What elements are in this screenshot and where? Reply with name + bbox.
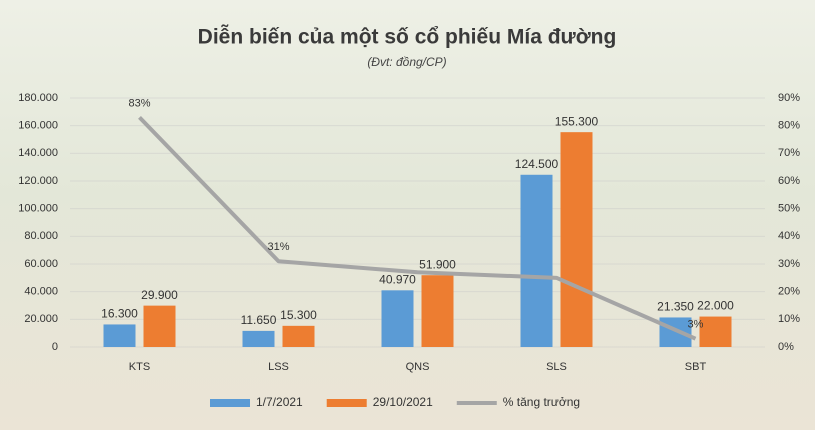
legend-swatch: [210, 399, 250, 407]
bar: [242, 330, 275, 347]
bar: [520, 174, 553, 347]
y-tick-label: 180.000: [18, 92, 58, 104]
bar: [143, 305, 176, 347]
y2-tick-label: 90%: [778, 92, 800, 104]
y2-tick-label: 10%: [778, 313, 800, 325]
y2-tick-label: 60%: [778, 175, 800, 187]
y-tick-label: 120.000: [18, 175, 58, 187]
y2-tick-label: 20%: [778, 286, 800, 298]
legend-label: 29/10/2021: [373, 395, 433, 409]
legend-label: 1/7/2021: [256, 395, 303, 409]
y2-tick-label: 80%: [778, 120, 800, 132]
x-tick-label: QNS: [406, 361, 430, 373]
bar: [699, 316, 732, 347]
data-label: 124.500: [515, 157, 559, 171]
y-tick-label: 20.000: [24, 313, 58, 325]
bar: [103, 324, 136, 347]
bar: [421, 275, 454, 347]
data-label: 16.300: [101, 307, 138, 321]
data-label: 83%: [128, 97, 150, 109]
chart-subtitle: (Đvt: đồng/CP): [367, 55, 446, 69]
bar: [381, 290, 414, 347]
y2-tick-label: 40%: [778, 230, 800, 242]
legend-swatch: [326, 399, 367, 407]
x-tick-label: SBT: [685, 361, 707, 373]
y-tick-label: 40.000: [24, 286, 58, 298]
y-tick-label: 100.000: [18, 203, 58, 215]
bar: [282, 325, 315, 347]
y-tick-label: 140.000: [18, 147, 58, 159]
y2-tick-label: 30%: [778, 258, 800, 270]
data-label: 29.900: [141, 288, 178, 302]
data-label: 15.300: [280, 308, 317, 322]
x-tick-label: KTS: [129, 361, 150, 373]
data-label: 22.000: [697, 299, 734, 313]
data-label: 31%: [267, 241, 289, 253]
legend-label: % tăng trưởng: [503, 395, 580, 409]
y-tick-label: 80.000: [24, 230, 58, 242]
data-label: 155.300: [555, 114, 599, 128]
y-tick-label: 0: [52, 341, 58, 353]
y2-tick-label: 70%: [778, 147, 800, 159]
bar: [560, 132, 593, 347]
bar: [659, 317, 692, 347]
data-label: 11.650: [241, 313, 277, 327]
data-label: 21.350: [657, 300, 694, 314]
y-tick-label: 160.000: [18, 120, 58, 132]
x-tick-label: LSS: [268, 361, 289, 373]
data-label: 3%: [688, 319, 704, 331]
y2-tick-label: 50%: [778, 203, 800, 215]
chart-title: Diễn biến của một số cổ phiếu Mía đường: [198, 25, 617, 49]
line: [138, 115, 697, 341]
y2-tick-label: 0%: [778, 341, 794, 353]
y-tick-label: 60.000: [24, 258, 58, 270]
data-label: 40.970: [379, 272, 416, 286]
data-label: 51.900: [419, 257, 456, 271]
x-tick-label: SLS: [546, 361, 567, 373]
